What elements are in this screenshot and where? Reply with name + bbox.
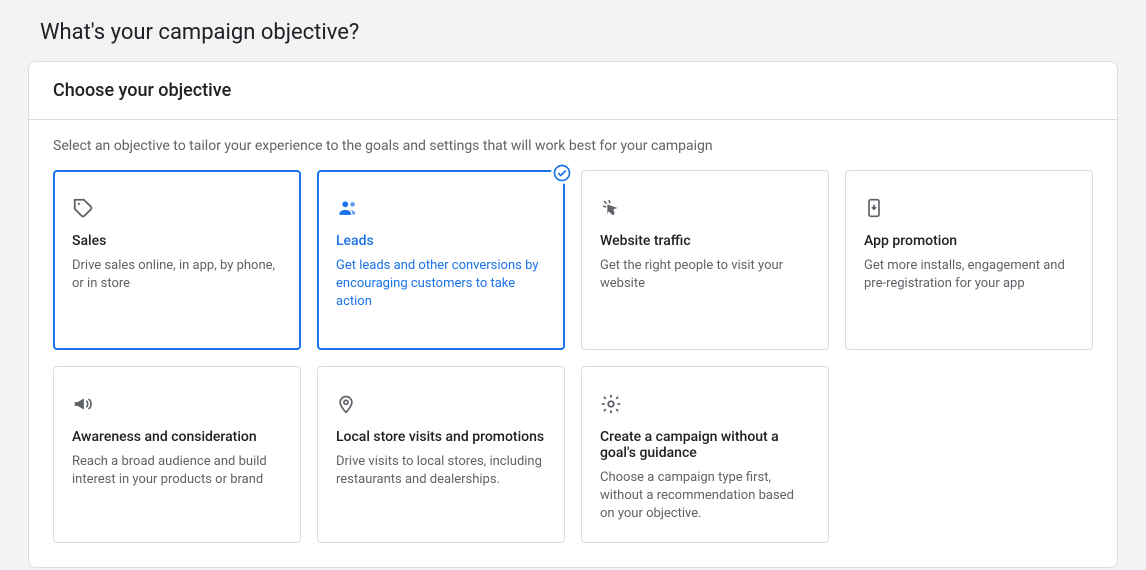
card-desc: Get the right people to visit your websi…	[600, 257, 810, 293]
check-circle-icon	[551, 162, 573, 184]
objective-card-leads[interactable]: Leads Get leads and other conversions by…	[317, 170, 565, 350]
card-desc: Reach a broad audience and build interes…	[72, 453, 282, 489]
panel-header: Choose your objective	[29, 62, 1117, 120]
card-title: Sales	[72, 233, 282, 249]
objective-card-nogoal[interactable]: Create a campaign without a goal's guida…	[581, 366, 829, 543]
card-title: App promotion	[864, 233, 1074, 249]
card-title: Leads	[336, 233, 546, 249]
objective-panel: Choose your objective Select an objectiv…	[28, 61, 1118, 568]
panel-body: Select an objective to tailor your exper…	[29, 120, 1117, 567]
card-title: Awareness and consideration	[72, 429, 282, 445]
objective-card-app[interactable]: App promotion Get more installs, engagem…	[845, 170, 1093, 350]
people-icon	[336, 197, 546, 219]
card-desc: Get leads and other conversions by encou…	[336, 257, 546, 312]
objective-card-local[interactable]: Local store visits and promotions Drive …	[317, 366, 565, 543]
objective-grid: Sales Drive sales online, in app, by pho…	[53, 170, 1093, 543]
phone-download-icon	[864, 197, 1074, 219]
card-desc: Drive sales online, in app, by phone, or…	[72, 257, 282, 293]
page-title: What's your campaign objective?	[0, 0, 1146, 61]
card-desc: Get more installs, engagement and pre-re…	[864, 257, 1074, 293]
objective-card-traffic[interactable]: Website traffic Get the right people to …	[581, 170, 829, 350]
cursor-click-icon	[600, 197, 810, 219]
megaphone-icon	[72, 393, 282, 415]
card-desc: Drive visits to local stores, including …	[336, 453, 546, 489]
card-title: Website traffic	[600, 233, 810, 249]
card-desc: Choose a campaign type first, without a …	[600, 469, 810, 524]
helper-text: Select an objective to tailor your exper…	[53, 138, 1093, 154]
objective-card-sales[interactable]: Sales Drive sales online, in app, by pho…	[53, 170, 301, 350]
tag-icon	[72, 197, 282, 219]
pin-icon	[336, 393, 546, 415]
card-title: Local store visits and promotions	[336, 429, 546, 445]
card-title: Create a campaign without a goal's guida…	[600, 429, 810, 461]
gear-icon	[600, 393, 810, 415]
objective-card-awareness[interactable]: Awareness and consideration Reach a broa…	[53, 366, 301, 543]
